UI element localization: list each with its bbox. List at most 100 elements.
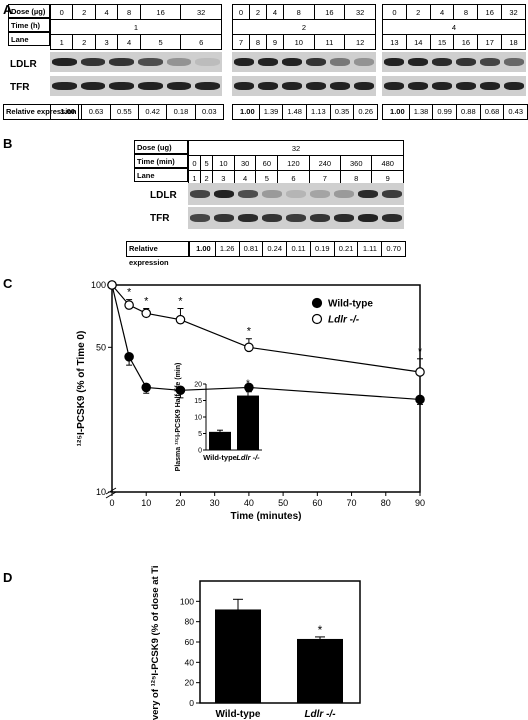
band: [258, 82, 278, 90]
relative-value: 1.11: [357, 242, 381, 256]
x-tick-label: 80: [381, 498, 391, 508]
blot-b-ldlr: [188, 183, 404, 205]
band: [504, 58, 524, 66]
dose-cell: 4: [265, 4, 284, 20]
band: [306, 82, 326, 90]
relative-value: 0.42: [137, 105, 166, 119]
dose-cell: 32: [344, 4, 376, 20]
data-point: [124, 351, 134, 362]
time-cell: 4: [382, 19, 526, 35]
lane-cell: 11: [313, 34, 346, 50]
legend-marker: [311, 297, 323, 309]
band: [190, 190, 210, 198]
blot-ldlr-group-1: [50, 52, 222, 72]
band: [408, 82, 428, 90]
relative-value: 0.18: [166, 105, 194, 119]
time-cell: 120: [277, 155, 310, 171]
band: [286, 190, 306, 198]
relative-value: 1.48: [282, 105, 306, 119]
x-tick-label: 40: [244, 498, 254, 508]
relative-value: 0.68: [479, 105, 504, 119]
band: [138, 82, 163, 90]
band: [214, 190, 234, 198]
series-line-wild-type: [111, 284, 421, 401]
y-tick-label: 20: [185, 678, 195, 688]
relative-value: 1.00: [390, 107, 405, 116]
band: [190, 214, 210, 222]
relative-value: 0.03: [194, 105, 223, 119]
band: [432, 58, 452, 66]
lane-cell: 8: [248, 34, 267, 50]
lane-cell: 14: [405, 34, 431, 50]
dose-cell: 8: [453, 4, 479, 20]
dose-cell: 8: [117, 4, 141, 20]
relative-value: 0.24: [262, 242, 286, 256]
axis-break: [105, 491, 117, 499]
band: [258, 58, 278, 66]
band: [262, 190, 282, 198]
data-point: [175, 314, 186, 325]
lane-cell: 17: [477, 34, 503, 50]
legend-label: Wild-type: [328, 299, 373, 310]
band: [109, 82, 134, 90]
inset-y-tick-label: 20: [194, 382, 202, 389]
significance-star: *: [178, 295, 183, 307]
lane-cell: 12: [344, 34, 376, 50]
band: [382, 214, 402, 222]
header-b-lane: Lane: [134, 168, 188, 182]
dose-cell: 16: [313, 4, 346, 20]
inset-category-label: Ldlr -/-: [236, 453, 260, 462]
band: [504, 82, 524, 90]
time-cell: 10: [212, 155, 235, 171]
legend-label: Ldlr -/-: [328, 315, 360, 326]
inset-bar: [237, 395, 259, 450]
band: [80, 58, 106, 66]
band: [384, 58, 404, 66]
header-b-time: Time (min): [134, 154, 188, 168]
significance-star: *: [127, 287, 132, 299]
lane-table-group-3: 0 2 4 8 16 32 4 13 14 15 16 17 18: [382, 4, 526, 50]
label-b-tfr: TFR: [150, 213, 170, 224]
y-tick-label: 10: [96, 487, 106, 497]
band: [286, 214, 306, 222]
plot-frame: [111, 284, 421, 493]
bar-ldlr: [297, 638, 343, 703]
band: [262, 214, 282, 222]
inset-bar: [209, 431, 231, 450]
relative-expression-row-group-1: 1.00 0.63 0.55 0.42 0.18 0.03: [50, 104, 224, 120]
y-tick-label: 100: [180, 596, 194, 606]
dose-cell: 8: [282, 4, 315, 20]
dose-cell: 4: [429, 4, 455, 20]
inset-category-label: Wild-type: [203, 453, 237, 462]
bar-chart-recovery: 0 20 40 60 80 100 Recovery of ¹²⁵I-PCSK9 (% of…: [150, 565, 361, 720]
x-tick-label: 30: [210, 498, 220, 508]
relative-value: 0.35: [329, 105, 354, 119]
time-cell: 30: [233, 155, 257, 171]
label-b-relative-expression: Relative expression: [126, 241, 190, 267]
band: [384, 82, 404, 90]
panel-label-c: C: [3, 276, 13, 291]
x-tick-label: 70: [347, 498, 357, 508]
legend-marker: [311, 313, 323, 325]
band: [432, 82, 452, 90]
lane-cell: 18: [501, 34, 526, 50]
relative-value: 0.43: [503, 105, 527, 119]
band: [238, 214, 258, 222]
relative-value: 0.88: [456, 105, 480, 119]
data-point: [415, 367, 425, 377]
time-cell: 360: [340, 155, 373, 171]
lane-cell: 5: [139, 34, 182, 50]
relative-value: 0.63: [81, 105, 109, 119]
blot-b-tfr: [188, 207, 404, 229]
relative-value: 1.00: [196, 244, 211, 253]
blot-tfr-group-1: [50, 76, 222, 96]
y-tick-label: 80: [185, 617, 195, 627]
x-tick-label: 60: [312, 498, 322, 508]
lane-cell: 6: [180, 34, 222, 50]
x-tick-label: 10: [141, 498, 151, 508]
lane-cell: 10: [282, 34, 315, 50]
relative-value: 0.70: [381, 242, 405, 256]
dose-cell: 4: [94, 4, 119, 20]
data-point: [141, 308, 152, 319]
